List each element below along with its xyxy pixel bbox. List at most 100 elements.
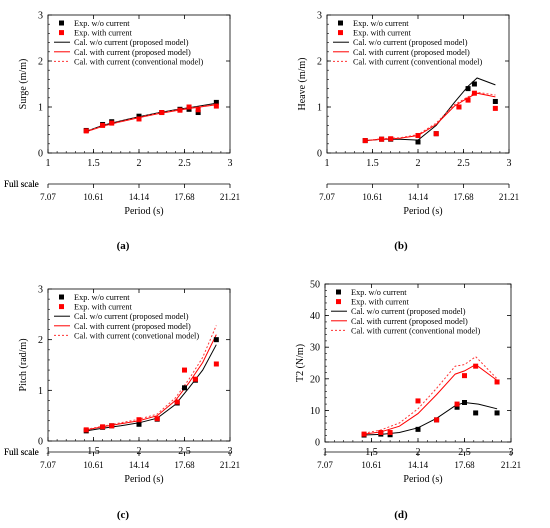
fullscale-tick-label: 17.68 [174,192,195,202]
data-point-series-2 [136,116,142,122]
y-tick-label: 1 [38,386,43,397]
chart-panel-4: 0102030405011.522.53T2 (N/m)Full scale7.… [4,280,521,522]
data-point-series-1 [471,81,477,87]
x-tick-label: 3 [228,158,233,169]
fullscale-tick-label: 21.21 [499,192,519,202]
y-tick-label: 20 [310,374,320,385]
x-tick-label: 2 [137,158,142,169]
fullscale-tick-label: 14.14 [129,192,150,202]
fullscale-tick-label: 10.61 [83,460,103,470]
fullscale-tick-label: 21.21 [501,460,521,470]
fullscale-tick-label: 10.61 [362,192,382,202]
x-tick-label: 1 [46,158,51,169]
x-tick-label: 3 [507,158,512,169]
x-tick-label: 1 [325,158,330,169]
x-tick-label: 1.5 [366,158,379,169]
data-point-series-2 [361,431,367,437]
data-point-series-1 [462,400,467,405]
fullscale-tick-label: 10.61 [361,460,381,470]
x-tick-label: 1.5 [87,158,100,169]
legend-marker [59,304,64,310]
data-point-series-1 [415,426,421,432]
series-line-3 [86,344,217,432]
data-point-series-2 [379,136,385,142]
x-axis-label: Period (s) [403,206,442,217]
data-point-series-2 [362,138,368,144]
x-tick-label: 1.5 [87,446,100,457]
data-point-series-2 [100,424,106,430]
data-point-series-1 [454,404,460,410]
fullscale-label: Full scale [4,179,39,189]
data-point-series-2 [174,399,180,405]
data-point-series-1 [494,410,500,416]
data-point-series-2 [109,423,115,429]
x-axis-label: Period (s) [124,206,163,217]
panel-caption: (c) [117,509,130,521]
data-point-series-2 [415,398,421,404]
legend-marker [336,299,341,305]
series-line-3 [365,77,496,142]
legend-marker [336,289,341,295]
fullscale-tick-label: 7.07 [40,192,56,202]
data-point-series-2 [465,97,471,103]
data-point-series-2 [213,361,219,367]
data-point-series-1 [473,410,479,416]
y-tick-label: 2 [38,335,43,346]
data-point-series-2 [387,430,393,436]
data-point-series-2 [434,417,440,423]
legend-marker [59,30,64,36]
y-tick-label: 0 [315,438,320,449]
y-axis-label: Surge (m/m) [18,59,29,110]
legend-entry: Cal. w/o current (proposed model) [74,312,189,321]
data-point-series-1 [213,337,219,343]
fullscale-tick-label: 17.68 [453,192,474,202]
y-tick-label: 3 [38,11,43,22]
legend-entry: Cal. with current (proposed model) [351,317,468,326]
panel-caption: (b) [394,240,408,252]
panel-caption: (d) [394,509,408,521]
x-tick-label: 1 [46,446,51,457]
x-axis-label: Period (s) [403,474,442,485]
y-axis-label: Pitch (rad/m) [18,338,29,391]
data-point-series-1 [182,385,187,391]
data-point-series-2 [83,128,89,134]
fullscale-tick-label: 7.07 [40,460,56,470]
data-point-series-2 [182,367,187,373]
data-point-series-2 [195,107,201,113]
fullscale-tick-label: 21.21 [220,192,240,202]
legend-entry: Exp. with current [353,29,412,38]
legend-entry: Exp. with current [74,29,133,38]
data-point-series-2 [100,122,106,128]
legend-entry: Cal. w/o current (proposed model) [353,38,468,47]
y-tick-label: 1 [317,103,322,114]
series-line-4 [365,92,496,142]
data-point-series-2 [473,363,479,369]
data-point-series-1 [465,86,471,92]
y-tick-label: 3 [317,11,322,22]
legend-entry: Cal. with current (proposed model) [74,48,191,57]
series-line-4 [364,364,498,435]
x-tick-label: 3 [228,446,233,457]
data-point-series-2 [415,133,421,139]
legend-entry: Cal. with current (conventional model) [351,326,480,335]
fullscale-tick-label: 14.14 [408,192,429,202]
fullscale-tick-label: 21.21 [220,460,240,470]
data-point-series-1 [213,99,219,105]
series-line-5 [86,103,217,132]
data-point-series-2 [388,136,394,142]
data-point-series-2 [471,90,477,96]
fullscale-tick-label: 14.14 [408,460,429,470]
y-axis-label: Heave (m/m) [297,57,308,110]
y-axis-label: T2 (N/m) [295,344,306,382]
x-tick-label: 2 [416,158,421,169]
y-tick-label: 2 [38,57,43,68]
legend-entry: Exp. w/o current [74,19,130,28]
series-line-3 [364,401,498,436]
y-tick-label: 2 [317,57,322,68]
